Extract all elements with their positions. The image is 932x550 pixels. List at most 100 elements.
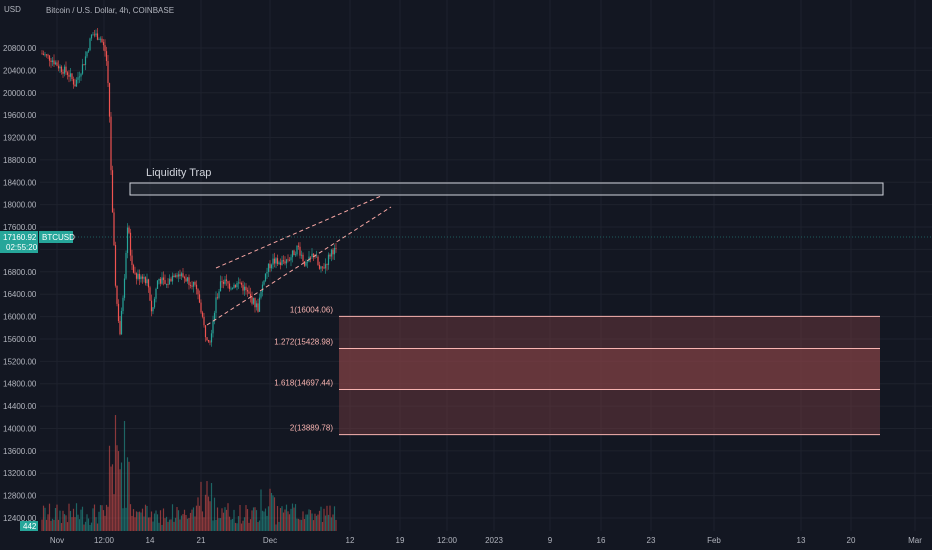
volume-bar — [314, 513, 316, 531]
candles — [41, 28, 337, 347]
candle-body — [221, 281, 223, 283]
candle-body — [315, 256, 318, 258]
candle-body — [201, 312, 204, 317]
fib-zone-1 — [339, 316, 880, 349]
volume-bar — [147, 517, 150, 531]
volume-bar — [123, 420, 126, 531]
volume-bar — [245, 505, 247, 531]
volume-bar — [191, 509, 193, 531]
candle-body — [207, 340, 210, 342]
volume-bar — [122, 508, 124, 531]
candle-body — [327, 254, 330, 265]
candle-body — [183, 277, 186, 279]
candle-body — [242, 284, 244, 291]
candle-body — [182, 273, 184, 278]
candle-body — [243, 286, 246, 291]
candle-body — [159, 278, 162, 284]
candle-body — [287, 259, 289, 261]
price-tick-label: 13600.00 — [3, 447, 37, 456]
candle-body — [143, 277, 145, 279]
volume-bar — [294, 504, 297, 531]
time-axis[interactable]: Nov 12:00 14 21 Dec 12 19 12:00 2023 9 16 23 Feb 13 20… — [50, 536, 922, 545]
candle-body — [161, 277, 163, 284]
candle-body — [42, 53, 45, 55]
time-tick-label: 12 — [346, 536, 355, 545]
fib-extension[interactable]: 1(16004.06) 1.272(15428.98) 1.618(14697.44… — [274, 305, 880, 436]
candle-body — [107, 61, 109, 84]
volume-bar — [126, 457, 129, 531]
volume-bar — [221, 508, 223, 531]
candle-body — [194, 282, 196, 285]
volume-bar — [275, 524, 277, 531]
volume-bar — [194, 516, 196, 531]
volume-bar — [254, 507, 256, 531]
candle-body — [72, 79, 75, 85]
candle-body — [305, 262, 307, 266]
volume-bar — [263, 511, 265, 531]
volume-bar — [44, 507, 46, 531]
candle-body — [290, 257, 292, 261]
candle-body — [147, 279, 150, 288]
fib-level-label: 1.618(14697.44) — [274, 378, 333, 387]
candle-body — [54, 62, 57, 65]
candle-body — [299, 246, 301, 256]
volume-bar — [213, 497, 216, 531]
volume-bar — [156, 514, 159, 531]
candle-body — [102, 42, 105, 46]
candle-body — [254, 298, 256, 308]
price-axis[interactable]: 20800.00 20400.00 20000.00 19600.00 19200.00… — [3, 44, 37, 523]
volume-badge: 442 — [20, 521, 38, 531]
candle-body — [306, 261, 309, 263]
candle-body — [237, 282, 240, 284]
candle-body — [246, 289, 249, 292]
candle-body — [239, 282, 241, 284]
volume-bar — [179, 519, 181, 531]
volume-bar — [54, 507, 57, 531]
candle-body — [179, 274, 181, 277]
volume-bar — [81, 506, 84, 531]
candle-body — [87, 50, 90, 52]
liquidity-trap-box[interactable] — [129, 182, 884, 196]
volume-bar — [278, 521, 280, 531]
candle-body — [150, 300, 153, 312]
price-tick-label: 14000.00 — [3, 424, 37, 433]
price-tick-label: 18400.00 — [3, 178, 37, 187]
candle-body — [90, 34, 93, 39]
volume-bar — [45, 519, 48, 531]
volume-bar — [269, 488, 271, 531]
wedge-upper-line[interactable] — [215, 195, 382, 269]
volume-bar — [92, 508, 94, 531]
candle-body — [213, 312, 216, 322]
candle-body — [69, 73, 72, 77]
drawings[interactable]: Liquidity Trap — [129, 167, 884, 326]
candle-body — [89, 38, 91, 51]
volume-bar — [183, 509, 186, 531]
candle-body — [117, 303, 120, 322]
wedge-lower-line[interactable] — [206, 206, 392, 326]
candle-body — [261, 284, 264, 292]
volume-bar — [311, 513, 313, 531]
candle-body — [258, 297, 261, 312]
candle-body — [210, 333, 213, 343]
volume-bar — [164, 518, 166, 531]
time-tick-label: 12:00 — [437, 536, 458, 545]
volume-bar — [129, 504, 132, 531]
candle-body — [168, 278, 171, 285]
volume-bar — [84, 521, 87, 531]
candle-body — [218, 291, 220, 298]
candle-body — [285, 259, 288, 264]
price-tick-label: 15200.00 — [3, 357, 37, 366]
candle-body — [227, 281, 229, 284]
candle-body — [75, 79, 78, 87]
price-tick-label: 19200.00 — [3, 134, 37, 143]
volume-bar — [182, 514, 184, 531]
candle-body — [293, 250, 295, 256]
candle-body — [180, 273, 183, 277]
volume-bar — [98, 511, 100, 531]
volume-bar — [246, 509, 249, 531]
volume-bar — [189, 512, 192, 531]
candle-body — [158, 278, 160, 281]
candle-body — [176, 275, 178, 277]
volume-bar — [75, 503, 78, 531]
